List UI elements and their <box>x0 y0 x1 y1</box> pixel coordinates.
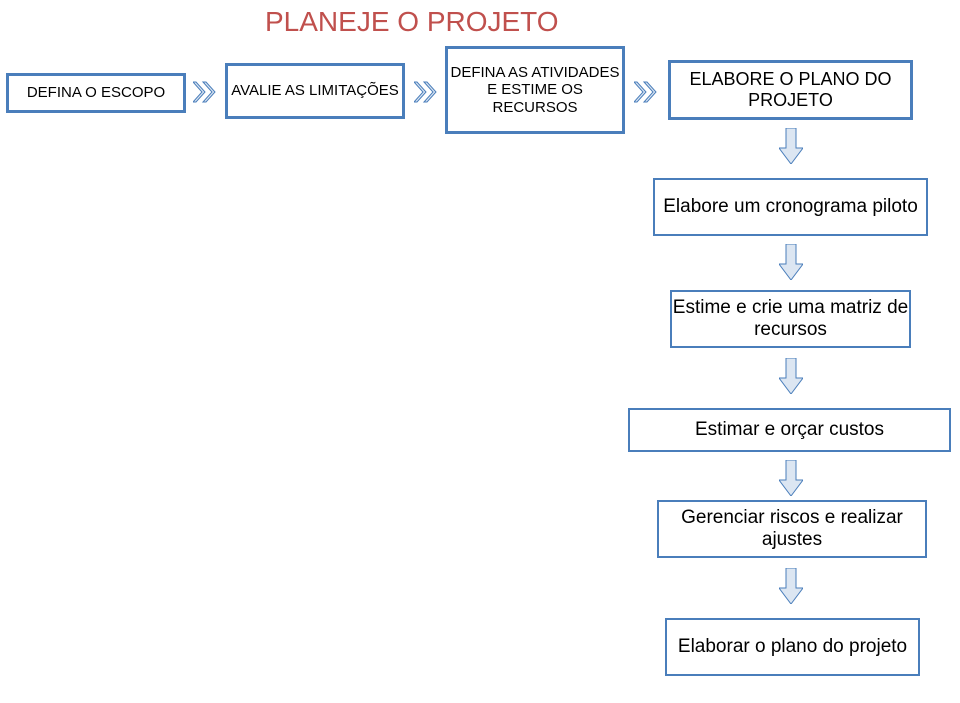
chevron-right-icon <box>193 80 217 104</box>
step-box-atividades: DEFINA AS ATIVIDADES E ESTIME OS RECURSO… <box>445 46 625 134</box>
step-box-limitacoes: AVALIE AS LIMITAÇÕES <box>225 63 405 119</box>
step-label: ELABORE O PLANO DO PROJETO <box>671 69 910 110</box>
substep-label: Gerenciar riscos e realizar ajustes <box>659 507 925 551</box>
substep-box-elaborar: Elaborar o plano do projeto <box>665 618 920 676</box>
substep-box-cronograma: Elabore um cronograma piloto <box>653 178 928 236</box>
substep-box-riscos: Gerenciar riscos e realizar ajustes <box>657 500 927 558</box>
arrow-down-icon <box>779 568 803 604</box>
arrow-down-icon <box>779 128 803 164</box>
step-box-escopo: DEFINA O ESCOPO <box>6 73 186 113</box>
substep-label: Estime e crie uma matriz de recursos <box>672 297 909 341</box>
chevron-right-icon <box>634 80 658 104</box>
step-label: AVALIE AS LIMITAÇÕES <box>231 82 399 99</box>
arrow-down-icon <box>779 358 803 394</box>
substep-box-custos: Estimar e orçar custos <box>628 408 951 452</box>
substep-label: Elabore um cronograma piloto <box>663 196 918 218</box>
diagram-title: PLANEJE O PROJETO <box>265 6 559 38</box>
diagram-canvas: PLANEJE O PROJETO DEFINA O ESCOPO AVALIE… <box>0 0 960 703</box>
arrow-down-icon <box>779 460 803 496</box>
arrow-down-icon <box>779 244 803 280</box>
step-label: DEFINA O ESCOPO <box>27 84 165 101</box>
chevron-right-icon <box>414 80 438 104</box>
step-label: DEFINA AS ATIVIDADES E ESTIME OS RECURSO… <box>448 64 622 116</box>
substep-label: Elaborar o plano do projeto <box>678 636 907 658</box>
substep-label: Estimar e orçar custos <box>695 419 884 441</box>
step-box-plano: ELABORE O PLANO DO PROJETO <box>668 60 913 120</box>
substep-box-matriz: Estime e crie uma matriz de recursos <box>670 290 911 348</box>
